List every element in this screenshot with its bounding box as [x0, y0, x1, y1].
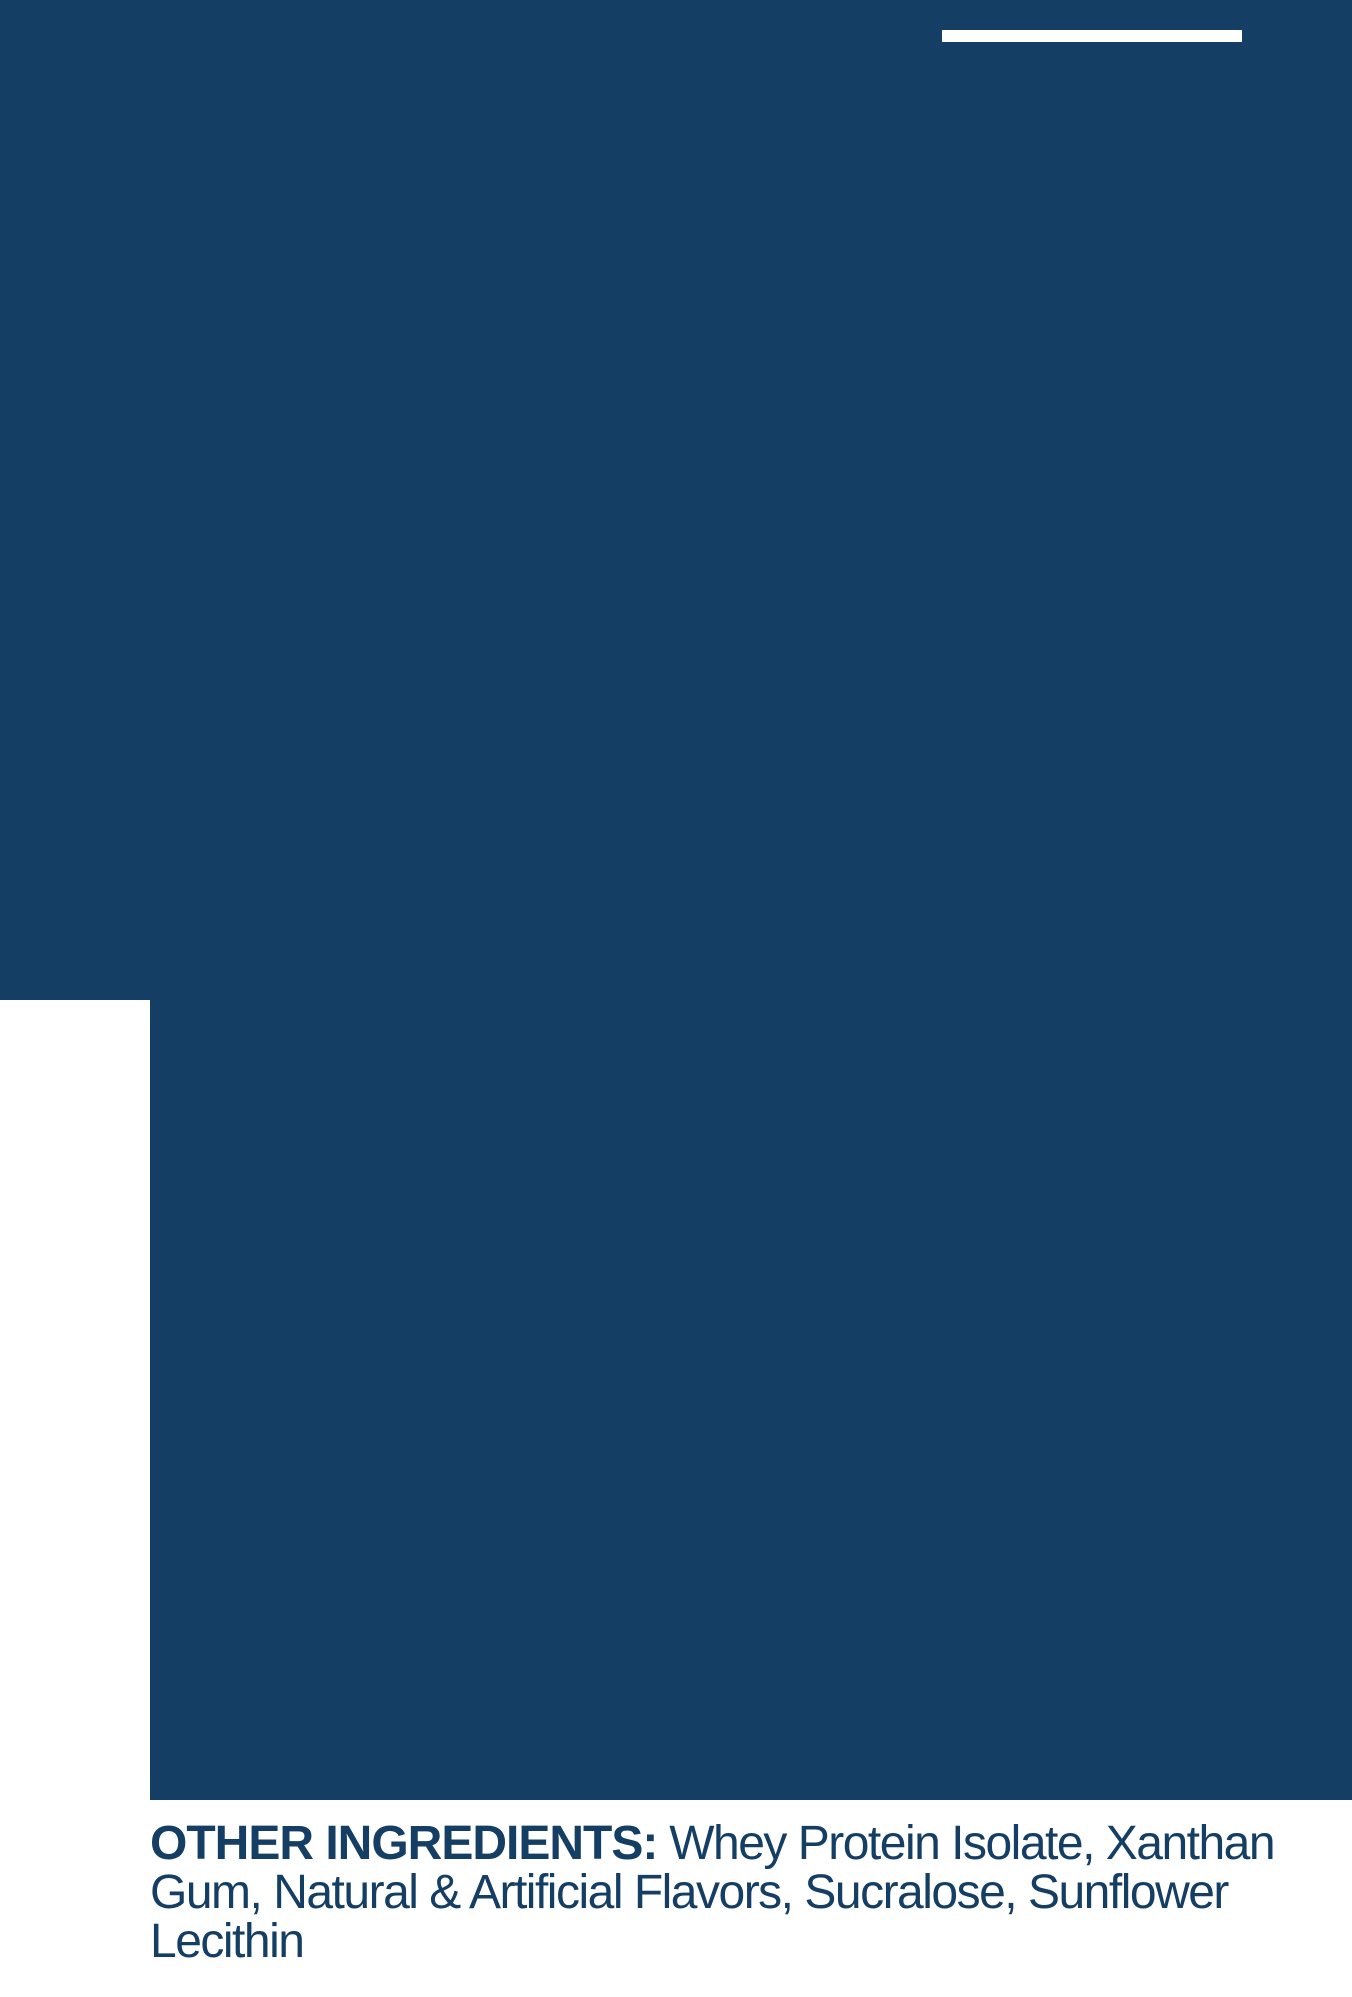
ingredients-label: OTHER INGREDIENTS:	[150, 1817, 657, 1870]
dark-panel	[0, 0, 1352, 1800]
left-notch	[0, 1000, 150, 1800]
top-white-bar	[942, 30, 1242, 42]
other-ingredients-block: OTHER INGREDIENTS: Whey Protein Isolate,…	[150, 1820, 1310, 1967]
